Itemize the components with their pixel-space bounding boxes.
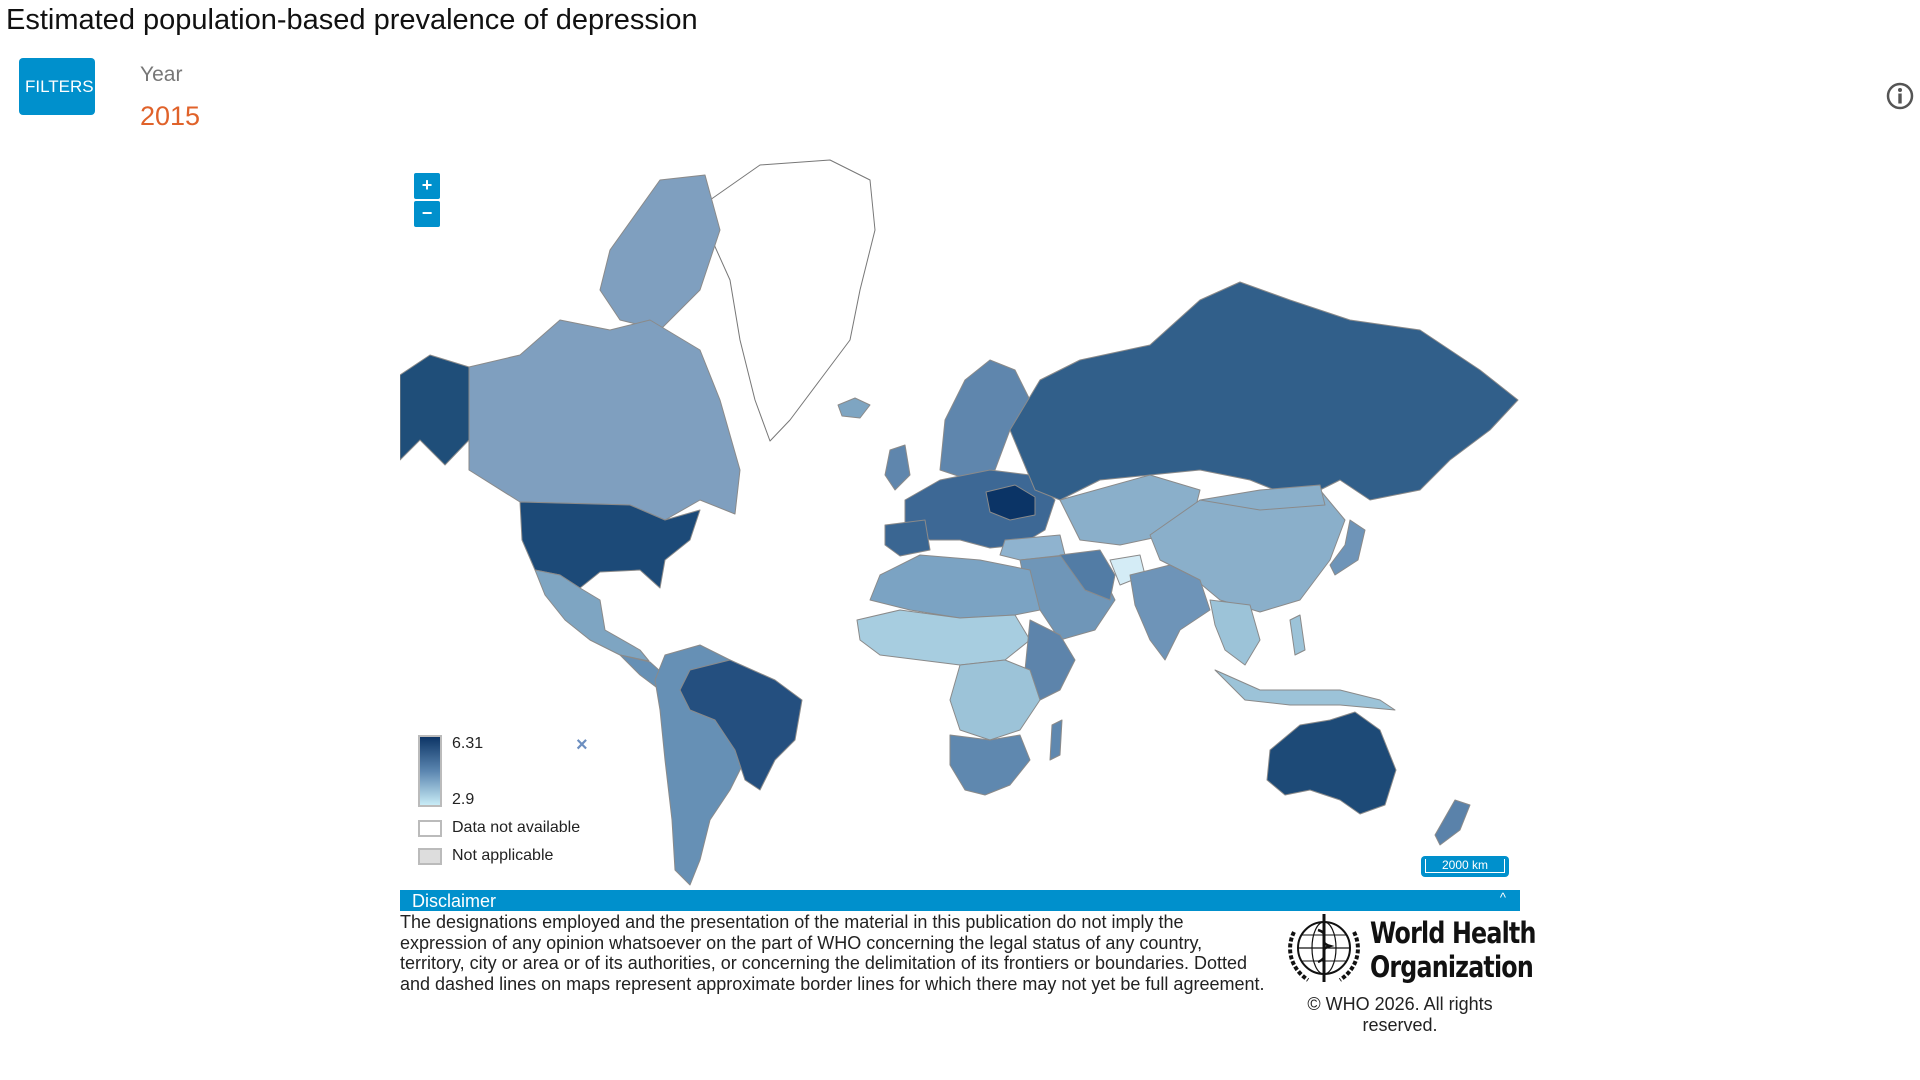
country-australia[interactable] xyxy=(1266,711,1397,815)
country-madagascar[interactable] xyxy=(1049,719,1063,761)
country-brazil[interactable] xyxy=(679,659,803,791)
year-label: Year xyxy=(140,63,183,86)
country-mexico[interactable] xyxy=(534,569,650,662)
disclaimer-title: Disclaimer xyxy=(412,891,497,911)
country-ukraine[interactable] xyxy=(985,484,1036,521)
disclaimer-text: The designations employed and the presen… xyxy=(400,912,1265,994)
info-icon[interactable] xyxy=(1886,82,1914,110)
disclaimer-toggle-icon[interactable]: ^ xyxy=(1499,890,1506,905)
country-greenland[interactable] xyxy=(709,159,876,442)
country-canada[interactable] xyxy=(468,319,741,521)
country-indonesia[interactable] xyxy=(1214,669,1396,711)
country-alaska[interactable] xyxy=(400,354,470,466)
legend-gradient xyxy=(418,735,442,807)
country-canada-islands[interactable] xyxy=(599,174,721,331)
country-spain[interactable] xyxy=(884,519,931,557)
country-new-zealand[interactable] xyxy=(1434,799,1471,846)
country-philippines[interactable] xyxy=(1289,614,1306,656)
country-india[interactable] xyxy=(1129,564,1211,661)
disclaimer-header[interactable]: Disclaimer ^ xyxy=(400,890,1520,911)
legend-max: 6.31 xyxy=(452,735,484,752)
page-title: Estimated population-based prevalence of… xyxy=(6,4,698,36)
who-emblem-icon xyxy=(1288,914,1360,982)
region-southeast-asia[interactable] xyxy=(1209,599,1261,666)
legend-close-icon[interactable]: × xyxy=(576,734,588,756)
country-japan[interactable] xyxy=(1329,519,1366,576)
not-applicable-swatch xyxy=(418,848,442,865)
no-data-swatch xyxy=(418,820,442,837)
year-value: 2015 xyxy=(140,101,201,131)
region-central-africa[interactable] xyxy=(949,659,1041,741)
country-uk[interactable] xyxy=(884,444,911,491)
country-mongolia[interactable] xyxy=(1199,484,1326,511)
copyright: © WHO 2026. All rights reserved. xyxy=(1307,994,1493,1035)
filters-button[interactable]: FILTERS xyxy=(19,58,95,115)
country-russia[interactable] xyxy=(1009,281,1519,501)
region-southern-africa[interactable] xyxy=(949,734,1031,796)
who-logo-line-2: Organization xyxy=(1370,950,1534,984)
map-canvas xyxy=(400,159,1519,886)
who-logo: World Health Organization xyxy=(1282,912,1536,988)
who-logo-text: World Health Organization xyxy=(1370,916,1536,984)
zoom-out-button[interactable]: − xyxy=(414,201,440,227)
legend-not-applicable: Not applicable xyxy=(452,847,554,864)
country-iran[interactable] xyxy=(1059,549,1116,601)
region-west-africa[interactable] xyxy=(856,609,1031,666)
legend-no-data: Data not available xyxy=(452,819,581,836)
map-legend: 6.31 2.9 Data not available Not applicab… xyxy=(418,735,598,875)
scale-label: 2000 km xyxy=(1425,859,1505,873)
scale-bar: 2000 km xyxy=(1421,856,1509,877)
region-north-africa[interactable] xyxy=(869,554,1041,619)
zoom-in-button[interactable]: + xyxy=(414,173,440,199)
world-map[interactable]: + − 6.31 2.9 Data not available Not appl… xyxy=(400,155,1520,890)
country-iceland[interactable] xyxy=(837,397,871,419)
legend-min: 2.9 xyxy=(452,791,475,808)
who-logo-line-1: World Health xyxy=(1370,916,1536,950)
